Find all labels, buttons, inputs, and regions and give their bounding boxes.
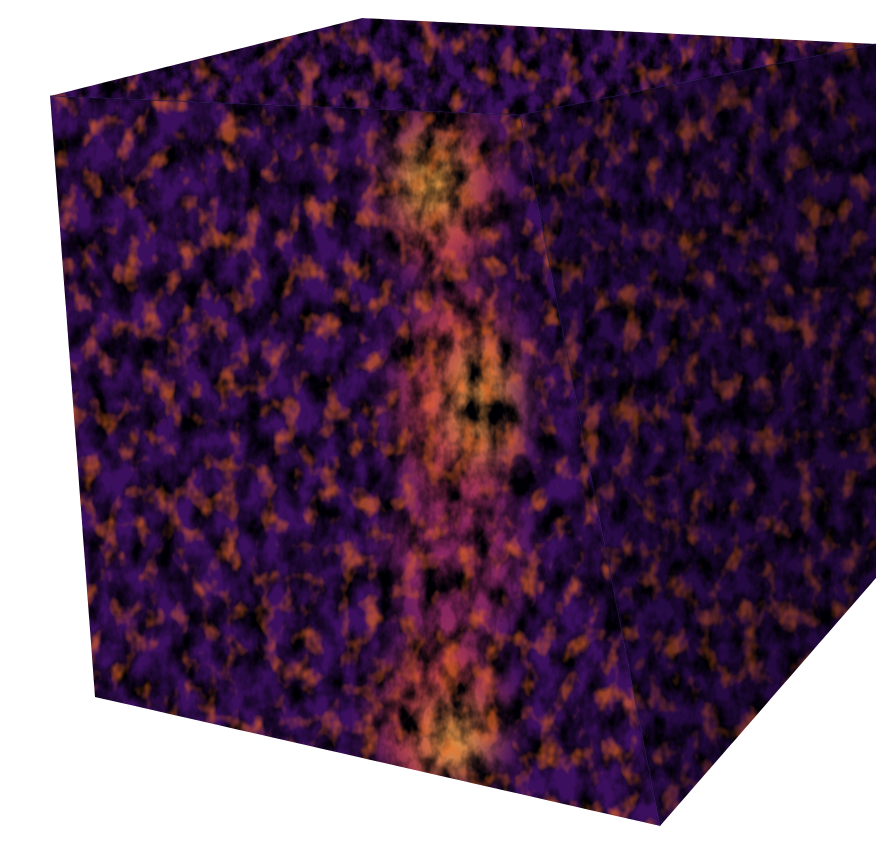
- cube-edges: [49, 43, 877, 827]
- cube-front-face: [50, 96, 660, 826]
